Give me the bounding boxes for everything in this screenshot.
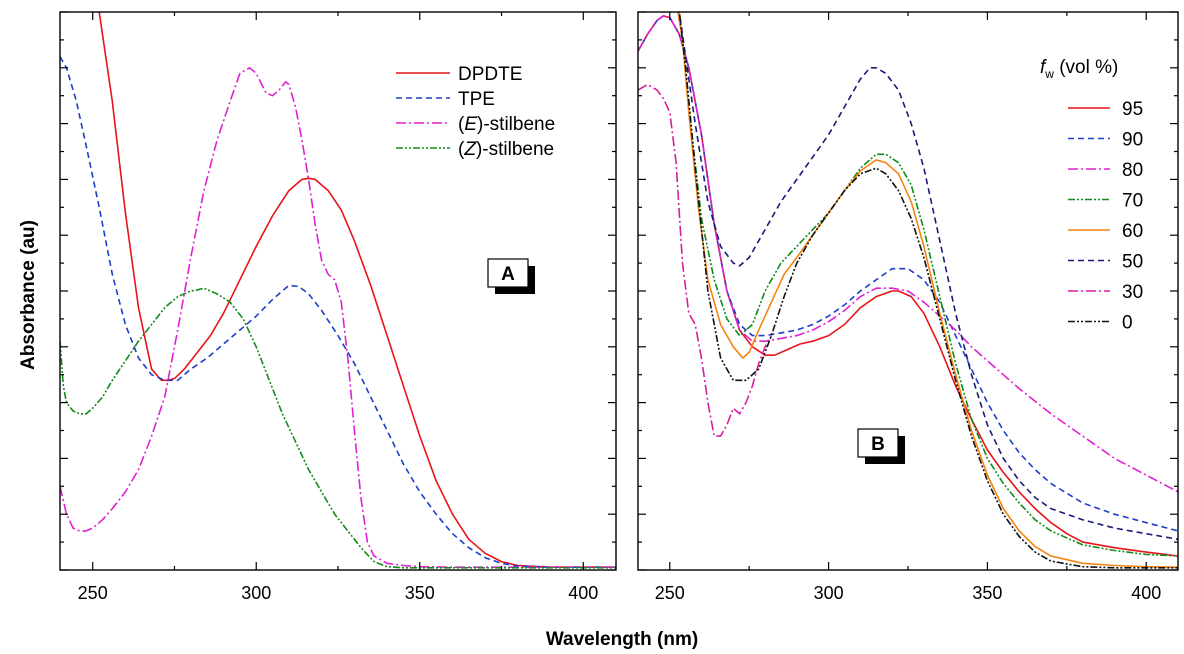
legend-entry: 0 <box>1122 313 1133 334</box>
legend-entry: 90 <box>1122 130 1143 151</box>
series-line-4 <box>677 12 1178 568</box>
series-line-1 <box>60 56 616 569</box>
legend-title: fw (vol %) <box>1040 57 1118 81</box>
series-line-2 <box>638 15 1178 493</box>
legend-entry: TPE <box>458 89 495 110</box>
series-line-0 <box>98 12 616 569</box>
series-line-2 <box>60 67 616 569</box>
legend-entry: 80 <box>1122 160 1143 181</box>
legend-entry: 50 <box>1122 252 1143 273</box>
series-line-3 <box>678 12 1178 557</box>
legend-title-symbol: f <box>1040 57 1047 78</box>
legend-entry: (E)-stilbene <box>458 114 555 135</box>
legend-entry: (Z)-stilbene <box>458 139 554 160</box>
plot-area <box>60 12 616 569</box>
x-tick-label: 300 <box>814 583 844 603</box>
panel-label-b: B <box>857 428 905 464</box>
x-tick-label: 250 <box>655 583 685 603</box>
panel-label-box <box>487 258 529 288</box>
x-tick-label: 250 <box>78 583 108 603</box>
series-line-6 <box>638 83 773 437</box>
x-tick-label: 350 <box>972 583 1002 603</box>
series-line-3 <box>60 287 616 569</box>
series-line-7 <box>678 12 1178 569</box>
panel-label-text: B <box>871 434 885 455</box>
x-tick-label: 300 <box>241 583 271 603</box>
legend-title-subscript: w <box>1044 67 1054 81</box>
series-line-5 <box>678 12 1178 541</box>
panel-a: 250 300 350 400 DPDTE TPE (E)-stilbene (Z)-stil… <box>59 11 617 603</box>
plot-area <box>638 12 1178 569</box>
legend-title-rest: (vol %) <box>1054 57 1118 78</box>
y-axis-label: Absorbance (au) <box>18 220 39 370</box>
legend-entry: 30 <box>1122 282 1143 303</box>
panel-label-box <box>857 428 899 458</box>
x-tick-label: 350 <box>405 583 435 603</box>
series-line-0 <box>638 15 1178 557</box>
x-tick-label: 400 <box>1131 583 1161 603</box>
legend-entry: 95 <box>1122 99 1143 120</box>
series-line-1 <box>638 15 1178 532</box>
x-tick-label: 400 <box>568 583 598 603</box>
x-axis-label: Wavelength (nm) <box>546 629 698 650</box>
legend-entry: 60 <box>1122 221 1143 242</box>
legend-entry: DPDTE <box>458 64 522 85</box>
panel-label-a: A <box>487 258 535 294</box>
legend: DPDTE TPE (E)-stilbene (Z)-stilbene <box>396 64 555 160</box>
panel-label-text: A <box>501 264 515 285</box>
legend: fw (vol %)95 90 80 70 60 50 30 0 <box>1040 57 1143 334</box>
legend-entry: 70 <box>1122 191 1143 212</box>
